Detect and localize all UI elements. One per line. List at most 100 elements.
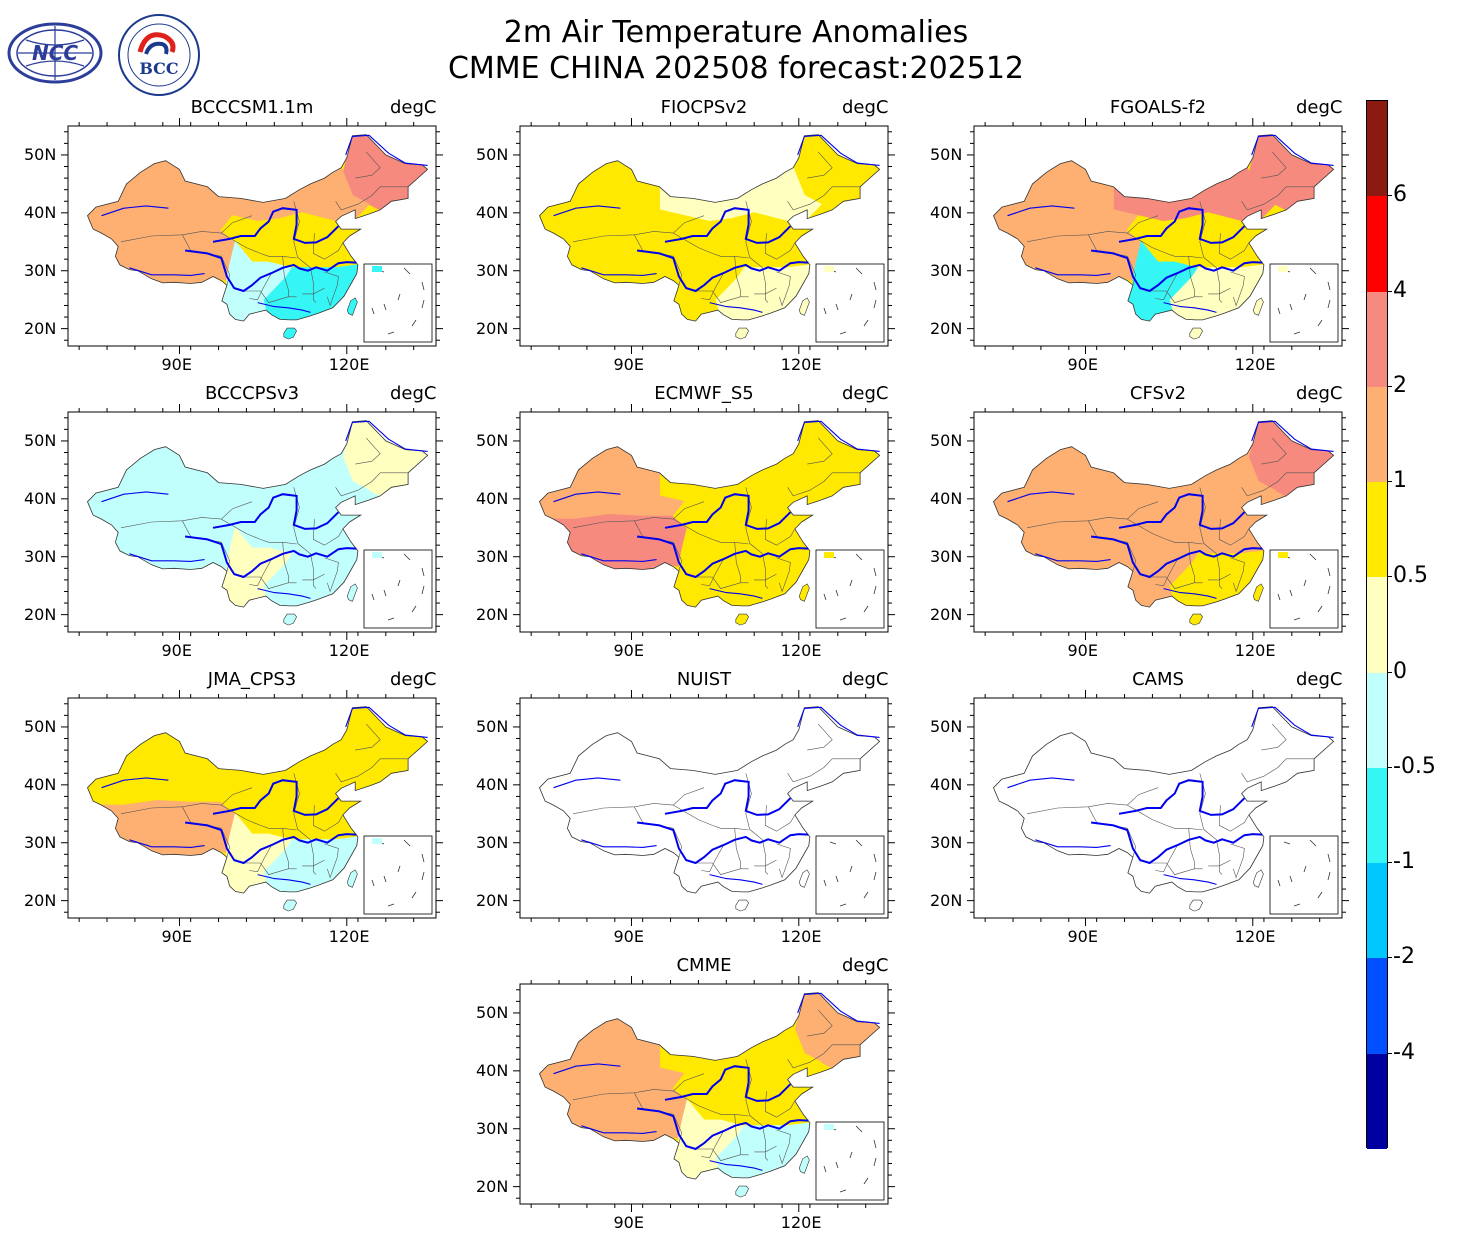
province-border bbox=[335, 186, 409, 211]
map-canvas bbox=[513, 404, 895, 640]
river-minor bbox=[581, 1125, 657, 1134]
colorbar-label: -4 bbox=[1393, 1039, 1415, 1065]
river-minor bbox=[797, 134, 880, 166]
figure-subtitle: CMME CHINA 202508 forecast:202512 bbox=[447, 51, 1025, 86]
river-minor bbox=[101, 777, 169, 789]
colorbar-label: -2 bbox=[1393, 944, 1415, 970]
panel-title: BCCCSM1.1m bbox=[190, 97, 314, 118]
lon-tick-label: 120E bbox=[1234, 927, 1276, 946]
province-border bbox=[1188, 256, 1196, 297]
lat-tick-label: 40N bbox=[930, 774, 963, 794]
province-border bbox=[807, 437, 833, 465]
lon-tick-label: 120E bbox=[328, 927, 370, 946]
panel-title: NUIST bbox=[676, 669, 732, 690]
colorbar-tick bbox=[1387, 195, 1392, 197]
province-border bbox=[734, 828, 742, 869]
colorbar bbox=[1366, 100, 1388, 1150]
river-main bbox=[1090, 249, 1263, 293]
map-panel-jma-cps3: JMA_CPS3 degC 50N 40N 30N 20N 90E 120E bbox=[20, 670, 460, 950]
south-china-sea-inset bbox=[815, 549, 885, 629]
province-border bbox=[1199, 487, 1223, 589]
country-outline bbox=[993, 420, 1335, 608]
province-border bbox=[1199, 773, 1223, 875]
panel-unit: degC bbox=[390, 383, 437, 404]
province-border bbox=[787, 472, 861, 497]
map-panel-cmme: CMME degC 50N 40N 30N 20N 90E 120E bbox=[472, 956, 912, 1236]
province-border bbox=[1208, 287, 1231, 295]
province-border bbox=[754, 1145, 777, 1153]
river-minor bbox=[345, 134, 428, 166]
province-border bbox=[324, 557, 339, 593]
lat-tick-label: 40N bbox=[930, 202, 963, 222]
lat-tick-label: 30N bbox=[476, 546, 509, 566]
province-border bbox=[243, 576, 297, 589]
river-main bbox=[664, 779, 792, 816]
province-border bbox=[1261, 151, 1287, 179]
province-border bbox=[1127, 518, 1203, 545]
province-border bbox=[572, 501, 705, 529]
panel-unit: degC bbox=[842, 955, 889, 976]
river-minor bbox=[1251, 706, 1334, 738]
province-border bbox=[1188, 542, 1196, 583]
province-border bbox=[787, 186, 861, 211]
province-border bbox=[807, 151, 833, 179]
lat-tick-label: 50N bbox=[476, 430, 509, 450]
lon-tick-label: 120E bbox=[1234, 355, 1276, 374]
map-canvas bbox=[61, 118, 443, 354]
country-outline bbox=[539, 134, 881, 322]
map-canvas bbox=[967, 118, 1349, 354]
province-border bbox=[221, 518, 297, 545]
river-minor bbox=[101, 491, 169, 503]
province-border bbox=[1241, 758, 1315, 783]
province-border bbox=[734, 1114, 742, 1155]
colorbar-label: 2 bbox=[1393, 372, 1407, 398]
province-border bbox=[807, 1009, 833, 1037]
province-border bbox=[1218, 519, 1250, 546]
river-minor bbox=[1251, 134, 1334, 166]
province-border bbox=[1149, 576, 1203, 589]
river-minor bbox=[257, 874, 311, 885]
province-border bbox=[695, 576, 749, 589]
province-border bbox=[776, 843, 791, 879]
river-minor bbox=[1163, 588, 1217, 599]
map-panel-fiocpsv2: FIOCPSv2 degC 50N 40N 30N 20N 90E 120E bbox=[472, 98, 912, 378]
province-border bbox=[282, 828, 290, 869]
river-minor bbox=[797, 420, 880, 452]
province-border bbox=[673, 232, 749, 259]
lat-tick-label: 30N bbox=[24, 546, 57, 566]
south-china-sea-inset bbox=[363, 835, 433, 915]
south-china-sea-inset bbox=[815, 263, 885, 343]
province-border bbox=[745, 487, 769, 589]
province-border bbox=[572, 1073, 705, 1101]
lat-tick-label: 20N bbox=[476, 1176, 509, 1196]
lat-tick-label: 20N bbox=[930, 604, 963, 624]
lat-tick-label: 40N bbox=[476, 488, 509, 508]
panel-unit: degC bbox=[1296, 669, 1343, 690]
lon-tick-label: 120E bbox=[1234, 641, 1276, 660]
province-border bbox=[221, 232, 297, 259]
lon-tick-label: 120E bbox=[780, 355, 822, 374]
province-border bbox=[695, 290, 749, 303]
lon-tick-label: 90E bbox=[613, 355, 644, 374]
lon-tick-label: 120E bbox=[780, 927, 822, 946]
lat-tick-label: 30N bbox=[476, 832, 509, 852]
river-minor bbox=[1035, 267, 1111, 276]
province-border bbox=[734, 256, 742, 297]
river-minor bbox=[1251, 420, 1334, 452]
panel-title: BCCCPSv3 bbox=[204, 383, 300, 404]
country-outline bbox=[87, 134, 429, 322]
province-border bbox=[302, 573, 325, 581]
province-border bbox=[745, 1059, 769, 1161]
lat-tick-label: 30N bbox=[930, 832, 963, 852]
river-minor bbox=[797, 706, 880, 738]
colorbar-segment bbox=[1367, 196, 1387, 293]
panel-unit: degC bbox=[842, 669, 889, 690]
province-border bbox=[673, 518, 749, 545]
river-minor bbox=[1007, 491, 1075, 503]
panel-unit: degC bbox=[390, 97, 437, 118]
colorbar-segment bbox=[1367, 863, 1387, 959]
province-border bbox=[745, 773, 769, 875]
panel-title: FIOCPSv2 bbox=[660, 97, 748, 118]
river-minor bbox=[553, 205, 621, 217]
province-border bbox=[1241, 186, 1315, 211]
